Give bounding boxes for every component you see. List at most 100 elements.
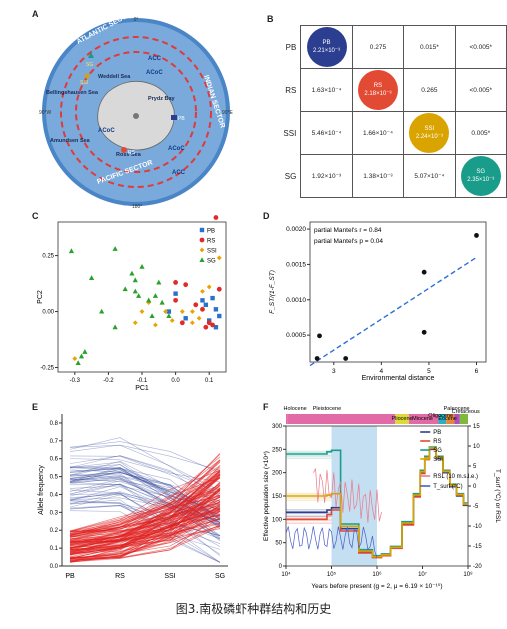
site-label-pb: PB: [178, 116, 185, 122]
pca-point-sg: [75, 360, 81, 366]
allele-line-increasing: [69, 487, 221, 538]
history-ytick-right: 0: [473, 484, 477, 490]
allele-ytick: 0.2: [50, 528, 59, 534]
mantel-xlabel: Environmental distance: [362, 375, 435, 382]
pca-point-pb: [199, 227, 205, 233]
pca-xtick: -0.2: [103, 378, 114, 384]
allele-line-increasing: [69, 525, 221, 555]
allele-line-increasing: [69, 486, 221, 545]
history-ytick-right: 5: [473, 464, 477, 470]
diversity-bubble: SSI 2.24×10⁻³: [409, 113, 450, 153]
pca-point-sg: [156, 279, 162, 285]
pca-point-sg: [149, 313, 155, 319]
pca-point-rs: [179, 320, 185, 326]
pca-scatter: -0.3 -0.2 -0.1 0.0 0.1 0.25 0.00 -0.25 PC1 PC2 PB R…: [37, 215, 227, 392]
matrix-cell: 0.275: [351, 25, 405, 69]
mantel-point: [421, 329, 427, 335]
era-band: [287, 414, 396, 424]
pca-point-rs: [210, 322, 215, 328]
mantel-xtick: 4: [380, 368, 384, 375]
matrix-cell: 1.63×10⁻⁴: [300, 68, 353, 112]
allele-line-decreasing: [69, 472, 221, 523]
pca-point-sg: [68, 248, 75, 254]
pca-point-sg: [129, 270, 135, 276]
pca-point-sg: [99, 308, 105, 314]
history-ytick-right: -5: [473, 504, 479, 510]
pca-legend-label: RS: [207, 239, 215, 245]
allele-line-decreasing: [69, 437, 221, 497]
era-label: Cretaceous: [452, 409, 480, 415]
history-xtick: 10⁶: [372, 571, 382, 578]
current-label-acc-1: ACC: [148, 56, 162, 62]
mantel-fit-line: [309, 256, 477, 367]
pca-legend-label: PB: [207, 229, 215, 235]
allele-line-increasing: [69, 474, 221, 559]
history-ytick: 50: [275, 541, 282, 547]
pca-point-rs: [193, 302, 199, 308]
era-label: Paleocene: [444, 406, 470, 412]
pca-legend-label: SSI: [207, 249, 217, 255]
sea-label-weddell: Weddell Sea: [98, 74, 131, 80]
pca-point-pb: [217, 313, 222, 319]
history-legend-label: PB: [433, 430, 441, 436]
matrix-cell: <0.005*: [454, 68, 507, 112]
history-ytick-right: -20: [473, 564, 482, 570]
panel-label-b: B: [267, 14, 274, 24]
pca-point-ssi: [163, 309, 168, 314]
allele-ytick: 0.4: [50, 492, 59, 498]
allele-line-decreasing: [69, 458, 221, 483]
pca-point-pb: [203, 302, 209, 308]
allele-line-increasing: [69, 514, 221, 560]
matrix-cell: 0.015*: [403, 25, 456, 69]
tsurf-curve: [285, 526, 378, 558]
panel-label-c: C: [32, 211, 39, 221]
history-legend-label: SG: [433, 448, 442, 454]
history-ytick: 150: [272, 494, 283, 500]
pca-point-sg: [146, 297, 152, 303]
mantel-p-text: partial Mantel's p = 0.04: [314, 238, 383, 245]
matrix-cell: 0.265: [403, 68, 456, 112]
pca-point-ssi: [179, 309, 185, 314]
pca-point-sg: [112, 246, 118, 251]
matrix-cell: 5.46×10⁻⁴: [300, 111, 353, 155]
allele-line-increasing: [69, 497, 221, 536]
allele-line-increasing: [69, 473, 221, 536]
allele-line-decreasing: [69, 441, 221, 474]
allele-ytick: 0.1: [50, 546, 59, 552]
allele-line-increasing: [69, 461, 221, 545]
allele-line-increasing: [69, 515, 221, 551]
allele-line-decreasing: [69, 473, 221, 539]
panel-label-a: A: [32, 9, 39, 19]
mantel-ytick: 0.0015: [286, 261, 306, 268]
era-band: [454, 414, 460, 424]
current-label-acoc-3: ACoC: [98, 128, 115, 134]
current-label-acc-2: ACC: [172, 170, 186, 176]
pca-point-sg: [132, 277, 138, 283]
pca-point-sg: [132, 288, 138, 294]
history-ytick: 0: [279, 564, 283, 570]
pca-point-rs: [173, 280, 179, 285]
allele-xtick: RS: [115, 573, 125, 580]
allele-line-decreasing: [69, 444, 221, 471]
current-label-acoc-2: ACoC: [168, 146, 185, 152]
pca-point-pb: [183, 316, 188, 321]
history-ytick: 200: [272, 471, 283, 477]
pca-xlabel: PC1: [135, 385, 149, 392]
allele-xtick: PB: [65, 573, 75, 580]
matrix-cell: 1.66×10⁻⁴: [351, 111, 405, 155]
pca-point-sg: [159, 299, 165, 305]
history-xtick: 10⁷: [418, 571, 427, 578]
allele-frequency-chart: 0.0 0.1 0.2 0.3 0.4 0.5 0.6 0.7 0.8 PB RS SSI SG Alle…: [38, 414, 228, 580]
mantel-r-text: partial Mantel's r = 0.84: [314, 227, 382, 234]
era-band: [438, 414, 447, 424]
pca-point-ssi: [216, 255, 222, 261]
svg-text:180°: 180°: [132, 204, 142, 208]
matrix-cell: <0.005*: [454, 25, 507, 69]
svg-text:0°: 0°: [134, 17, 139, 23]
pca-ylabel: PC2: [37, 290, 44, 304]
history-ytick-right: -10: [473, 524, 482, 530]
mantel-ytick: 0.0005: [286, 332, 306, 339]
allele-line-increasing: [69, 511, 221, 563]
allele-line-increasing: [69, 525, 221, 554]
era-band: [408, 414, 439, 424]
